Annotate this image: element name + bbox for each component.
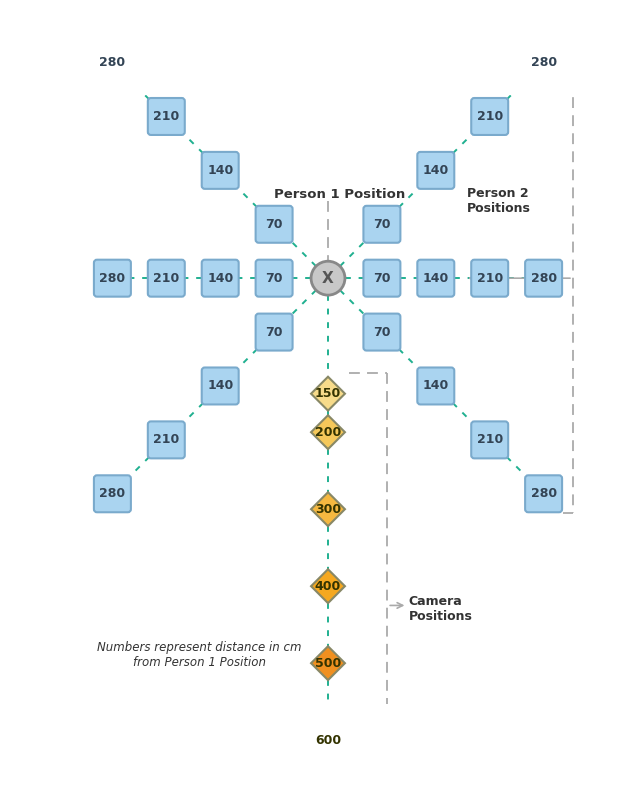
Text: 300: 300 xyxy=(315,502,341,516)
FancyBboxPatch shape xyxy=(471,422,508,458)
FancyBboxPatch shape xyxy=(471,98,508,135)
Text: 70: 70 xyxy=(373,326,390,339)
FancyBboxPatch shape xyxy=(364,206,401,243)
Text: 210: 210 xyxy=(477,433,503,446)
FancyBboxPatch shape xyxy=(417,368,454,404)
Text: 210: 210 xyxy=(153,433,179,446)
Polygon shape xyxy=(311,377,345,411)
Text: 140: 140 xyxy=(207,164,234,177)
Text: 280: 280 xyxy=(531,487,557,500)
Text: Camera
Positions: Camera Positions xyxy=(409,596,473,623)
Text: 70: 70 xyxy=(373,271,390,285)
FancyBboxPatch shape xyxy=(148,422,185,458)
Text: 210: 210 xyxy=(477,110,503,123)
FancyBboxPatch shape xyxy=(202,368,239,404)
FancyBboxPatch shape xyxy=(364,313,401,350)
Text: 70: 70 xyxy=(266,326,283,339)
Text: 280: 280 xyxy=(531,56,557,69)
Text: Person 2
Positions: Person 2 Positions xyxy=(467,187,531,215)
FancyBboxPatch shape xyxy=(364,259,401,297)
Polygon shape xyxy=(311,570,345,603)
FancyBboxPatch shape xyxy=(202,259,239,297)
Text: 200: 200 xyxy=(315,426,341,439)
Circle shape xyxy=(311,261,345,295)
Text: Person 1 Position: Person 1 Position xyxy=(274,188,405,201)
Polygon shape xyxy=(311,492,345,526)
FancyBboxPatch shape xyxy=(202,152,239,189)
Text: 70: 70 xyxy=(266,271,283,285)
Text: 280: 280 xyxy=(99,56,125,69)
Text: 70: 70 xyxy=(373,218,390,231)
FancyBboxPatch shape xyxy=(525,259,562,297)
FancyBboxPatch shape xyxy=(417,259,454,297)
Text: 140: 140 xyxy=(207,271,234,285)
FancyBboxPatch shape xyxy=(255,206,292,243)
Text: 280: 280 xyxy=(99,487,125,500)
Text: 140: 140 xyxy=(207,380,234,392)
Text: 500: 500 xyxy=(315,657,341,670)
Text: 70: 70 xyxy=(266,218,283,231)
Polygon shape xyxy=(311,415,345,449)
Text: 280: 280 xyxy=(531,271,557,285)
Polygon shape xyxy=(311,723,345,757)
FancyBboxPatch shape xyxy=(417,152,454,189)
FancyBboxPatch shape xyxy=(471,259,508,297)
FancyBboxPatch shape xyxy=(525,475,562,513)
FancyBboxPatch shape xyxy=(148,259,185,297)
Text: 140: 140 xyxy=(422,271,449,285)
FancyBboxPatch shape xyxy=(94,259,131,297)
FancyBboxPatch shape xyxy=(94,44,131,81)
Text: 600: 600 xyxy=(315,734,341,747)
FancyBboxPatch shape xyxy=(525,44,562,81)
Text: 400: 400 xyxy=(315,580,341,592)
Text: 210: 210 xyxy=(477,271,503,285)
Text: X: X xyxy=(322,271,334,286)
FancyBboxPatch shape xyxy=(255,313,292,350)
Text: 140: 140 xyxy=(422,380,449,392)
Text: 210: 210 xyxy=(153,110,179,123)
Text: 280: 280 xyxy=(99,271,125,285)
Polygon shape xyxy=(311,646,345,680)
FancyBboxPatch shape xyxy=(148,98,185,135)
Text: Numbers represent distance in cm
from Person 1 Position: Numbers represent distance in cm from Pe… xyxy=(97,642,301,669)
FancyBboxPatch shape xyxy=(94,475,131,513)
Text: 210: 210 xyxy=(153,271,179,285)
FancyBboxPatch shape xyxy=(255,259,292,297)
Text: 150: 150 xyxy=(315,387,341,400)
Text: 140: 140 xyxy=(422,164,449,177)
